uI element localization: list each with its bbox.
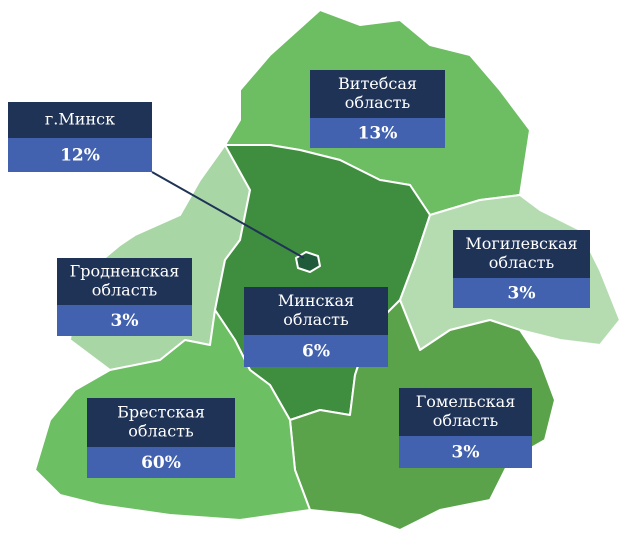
region-share: 13% [358, 124, 398, 144]
name-box [87, 398, 235, 447]
region-share: 12% [60, 146, 100, 166]
region-name: Гомельская [416, 392, 516, 411]
region-name: область [283, 310, 349, 329]
region-name: Гродненская [70, 262, 180, 281]
region-share: 6% [302, 342, 330, 362]
region-name: Брестская [117, 403, 205, 422]
region-share: 3% [111, 311, 139, 331]
value-box [453, 278, 590, 308]
value-box [399, 436, 532, 468]
name-box [453, 230, 590, 278]
name-box [399, 388, 532, 436]
region-share: 3% [508, 284, 536, 304]
region-share: 60% [141, 453, 181, 473]
name-box [57, 258, 192, 305]
value-box [57, 305, 192, 336]
region-name: г.Минск [45, 110, 115, 129]
region-name: область [489, 253, 555, 272]
value-box [87, 447, 235, 478]
name-box [8, 102, 152, 138]
region-name: Могилевская [465, 234, 577, 253]
value-box [310, 118, 445, 148]
value-box [8, 138, 152, 172]
name-box [244, 287, 388, 335]
region-share: 3% [452, 443, 480, 463]
region-name: Минская [278, 291, 354, 310]
region-name: область [128, 422, 194, 441]
value-box [244, 335, 388, 367]
region-name: область [433, 411, 499, 430]
leader-line [151, 171, 305, 259]
region-name: область [345, 93, 411, 112]
region-name: область [92, 281, 158, 300]
region-name: Витебсая [338, 74, 417, 93]
name-box [310, 70, 445, 118]
